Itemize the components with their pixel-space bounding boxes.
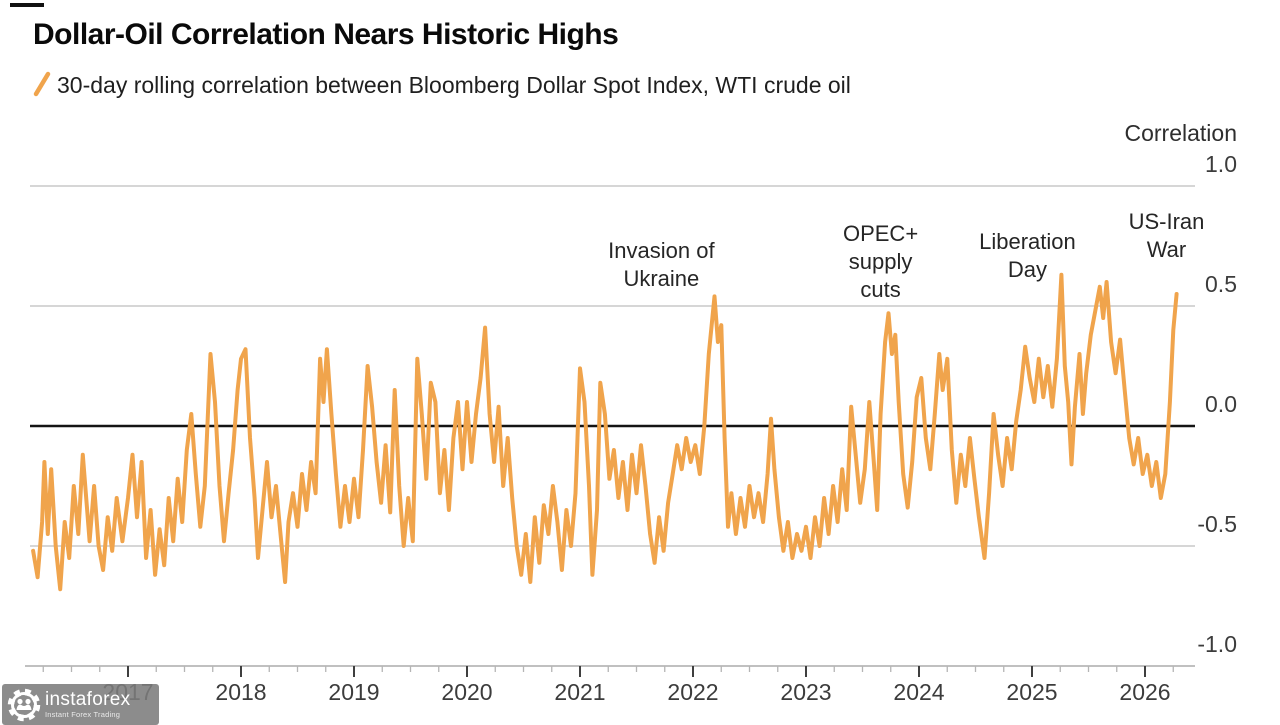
annotation-line: supply bbox=[848, 249, 913, 275]
annotation-line: Invasion of bbox=[608, 238, 715, 264]
watermark-text: instaforex Instant Forex Trading bbox=[45, 690, 130, 719]
annotation-line: Ukraine bbox=[623, 266, 700, 292]
x-tick-label: 2020 bbox=[441, 679, 493, 705]
annotation-liberation-day: Liberation Day bbox=[912, 228, 1142, 284]
chart-title: Dollar-Oil Correlation Nears Historic Hi… bbox=[33, 18, 619, 51]
x-tick-label: 2026 bbox=[1119, 679, 1171, 705]
x-tick-label: 2025 bbox=[1006, 679, 1058, 705]
instaforex-gear-logo-icon bbox=[7, 688, 41, 721]
y-tick-label: 0.5 bbox=[1205, 271, 1237, 297]
legend-label: 30-day rolling correlation between Bloom… bbox=[57, 72, 851, 98]
annotation-invasion-of-ukraine: Invasion of Ukraine bbox=[546, 237, 776, 293]
y-tick-label: 1.0 bbox=[1205, 151, 1237, 177]
y-tick-label: -1.0 bbox=[1197, 631, 1237, 657]
instaforex-watermark: instaforex Instant Forex Trading bbox=[2, 684, 159, 725]
y-tick-label: -0.5 bbox=[1197, 511, 1237, 537]
watermark-tagline: Instant Forex Trading bbox=[45, 710, 121, 720]
watermark-brand: instaforex bbox=[45, 689, 131, 711]
correlation-line-series bbox=[31, 272, 1179, 592]
x-tick-label: 2023 bbox=[780, 679, 832, 705]
top-left-crop-mark bbox=[10, 3, 44, 7]
annotation-line: Day bbox=[1007, 257, 1048, 282]
y-tick-label: 0.0 bbox=[1205, 391, 1237, 417]
x-tick-label: 2019 bbox=[328, 679, 380, 705]
annotation-line: cuts bbox=[860, 277, 901, 303]
legend-line-swatch-icon bbox=[33, 71, 51, 97]
annotation-line: US-Iran bbox=[1128, 209, 1205, 235]
annotation-opec-supply-cuts: OPEC+ supply cuts bbox=[766, 220, 996, 304]
annotation-us-iran-war: US-Iran War bbox=[1051, 208, 1280, 264]
x-tick-label: 2021 bbox=[554, 679, 606, 705]
x-tick-label: 2018 bbox=[215, 679, 267, 705]
y-axis-title: Correlation bbox=[1124, 120, 1238, 146]
x-tick-label: 2024 bbox=[893, 679, 945, 705]
annotation-line: Liberation bbox=[979, 229, 1076, 254]
annotation-line: OPEC+ bbox=[842, 221, 919, 247]
x-tick-label: 2022 bbox=[667, 679, 719, 705]
annotation-line: War bbox=[1146, 237, 1187, 263]
